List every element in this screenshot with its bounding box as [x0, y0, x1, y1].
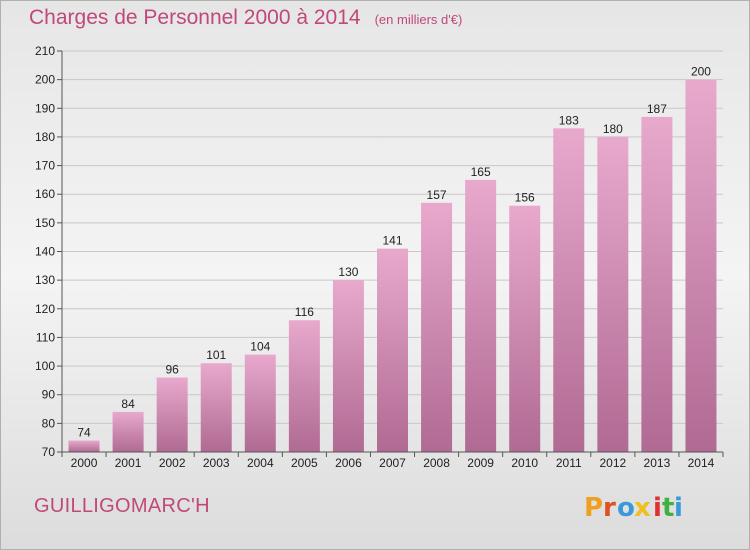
x-tick-label-2003: 2003 — [203, 456, 230, 470]
logo-letter: P — [584, 493, 603, 521]
x-tick-label-2008: 2008 — [423, 456, 450, 470]
data-label-2001: 84 — [121, 397, 135, 411]
y-tick-label: 70 — [42, 445, 56, 459]
y-tick-label: 190 — [35, 101, 55, 115]
logo-letter: i — [653, 493, 662, 521]
data-label-2002: 96 — [165, 363, 179, 377]
y-tick-label: 200 — [35, 73, 55, 87]
y-tick-label: 180 — [35, 130, 55, 144]
data-label-2007: 141 — [382, 234, 402, 248]
data-labels: 74 84 96 101 104 116 130 141 157 165 156 183 180 187 2… — [77, 65, 711, 440]
data-label-2011: 183 — [559, 113, 579, 127]
x-tick-label-2007: 2007 — [379, 456, 406, 470]
logo-letter: o — [617, 493, 635, 521]
y-tick-labels: 70 80 90 100 110 120 130 140 150 160 170 180 190 200 2… — [35, 44, 62, 459]
bar-2008 — [421, 202, 453, 452]
logo-letter: r — [603, 493, 616, 521]
bar-2002 — [156, 377, 188, 452]
data-label-2014: 200 — [691, 65, 711, 79]
y-tick-label: 150 — [35, 216, 55, 230]
data-label-2005: 116 — [295, 305, 314, 319]
x-tick-label-2009: 2009 — [467, 456, 494, 470]
x-tick-label-2014: 2014 — [688, 456, 715, 470]
x-tick-label-2013: 2013 — [644, 456, 671, 470]
bar-2004 — [244, 354, 276, 452]
y-tick-label: 160 — [35, 187, 55, 201]
logo-letter: x — [634, 493, 651, 521]
place-name: GUILLIGOMARC'H — [34, 495, 210, 517]
bar-2012 — [597, 136, 629, 452]
bar-2001 — [112, 411, 144, 452]
y-tick-label: 140 — [35, 245, 55, 259]
x-tick-label-2001: 2001 — [115, 456, 142, 470]
data-label-2012: 180 — [603, 122, 623, 136]
x-tick-label-2004: 2004 — [247, 456, 274, 470]
x-tick-label-2000: 2000 — [71, 456, 98, 470]
title-text: Charges de Personnel 2000 à 2014 — [29, 6, 361, 29]
bar-2010 — [509, 205, 541, 452]
data-label-2010: 156 — [515, 191, 535, 205]
data-label-2008: 157 — [427, 188, 447, 202]
bar-2006 — [332, 280, 364, 452]
bar-2009 — [465, 179, 497, 452]
bar-2003 — [200, 363, 232, 452]
bar-2005 — [288, 320, 320, 452]
y-tick-label: 90 — [42, 388, 56, 402]
bar-2014 — [685, 79, 717, 453]
x-tick-label-2006: 2006 — [335, 456, 362, 470]
y-tick-label: 110 — [36, 330, 55, 344]
x-tick-label-2012: 2012 — [599, 456, 626, 470]
chart-subtitle: (en milliers d'€) — [374, 12, 463, 27]
logo-letter: i — [674, 493, 683, 521]
x-tick-labels: 2000 2001 2002 2003 2004 2005 2006 2007 2008 2009… — [61, 452, 724, 470]
x-tick-label-2011: 2011 — [556, 456, 582, 470]
bars — [68, 79, 717, 453]
y-tick-label: 120 — [35, 302, 55, 316]
y-tick-label: 100 — [35, 359, 55, 373]
x-tick-label-2002: 2002 — [159, 456, 186, 470]
bar-2011 — [553, 128, 585, 452]
x-tick-label-2005: 2005 — [291, 456, 318, 470]
data-label-2013: 187 — [647, 102, 667, 116]
bar-2000 — [68, 440, 100, 452]
chart-title: Charges de Personnel 2000 à 2014 (en mill… — [29, 6, 462, 30]
data-label-2003: 101 — [206, 348, 226, 362]
data-label-2000: 74 — [77, 426, 91, 440]
x-tick-label-2010: 2010 — [511, 456, 538, 470]
y-tick-label: 170 — [35, 159, 55, 173]
y-tick-label: 210 — [35, 44, 55, 58]
data-label-2004: 104 — [250, 340, 270, 354]
data-label-2009: 165 — [471, 165, 491, 179]
y-tick-label: 130 — [35, 273, 55, 287]
bar-2007 — [377, 248, 408, 452]
y-tick-label: 80 — [42, 416, 56, 430]
logo-letter: t — [662, 493, 674, 521]
bar-2013 — [641, 116, 673, 452]
data-label-2006: 130 — [338, 265, 358, 279]
